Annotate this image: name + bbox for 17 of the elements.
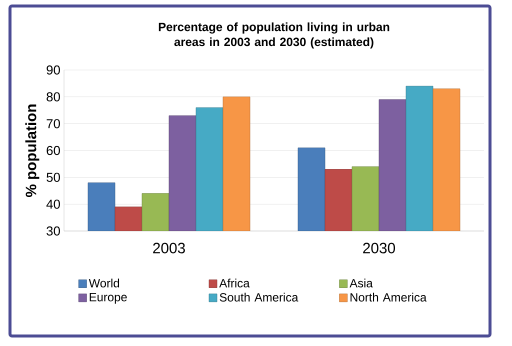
y-tick-label: 70 — [46, 119, 60, 128]
legend-label: Africa — [219, 278, 250, 288]
y-tick-label: 50 — [46, 172, 60, 182]
legend-label: World — [88, 278, 120, 288]
x-tick-label: 2030 — [363, 242, 396, 254]
legend-label: Europe — [90, 293, 127, 304]
legend-label: North America — [350, 292, 427, 302]
y-tick-label: 30 — [46, 226, 60, 236]
chart-title: Percentage of population living in urban areas in 2003 and 2030 (estimated) — [158, 22, 390, 49]
x-tick-label: 2003 — [153, 242, 185, 254]
legend-label: South America — [220, 292, 298, 302]
legend-label: Asia — [350, 278, 373, 288]
y-tick-label: 60 — [46, 146, 60, 156]
y-tick-label: 90 — [46, 65, 60, 75]
y-axis-title: % population — [25, 104, 40, 198]
y-tick-label: 80 — [46, 92, 60, 102]
y-tick-label: 40 — [46, 200, 60, 209]
